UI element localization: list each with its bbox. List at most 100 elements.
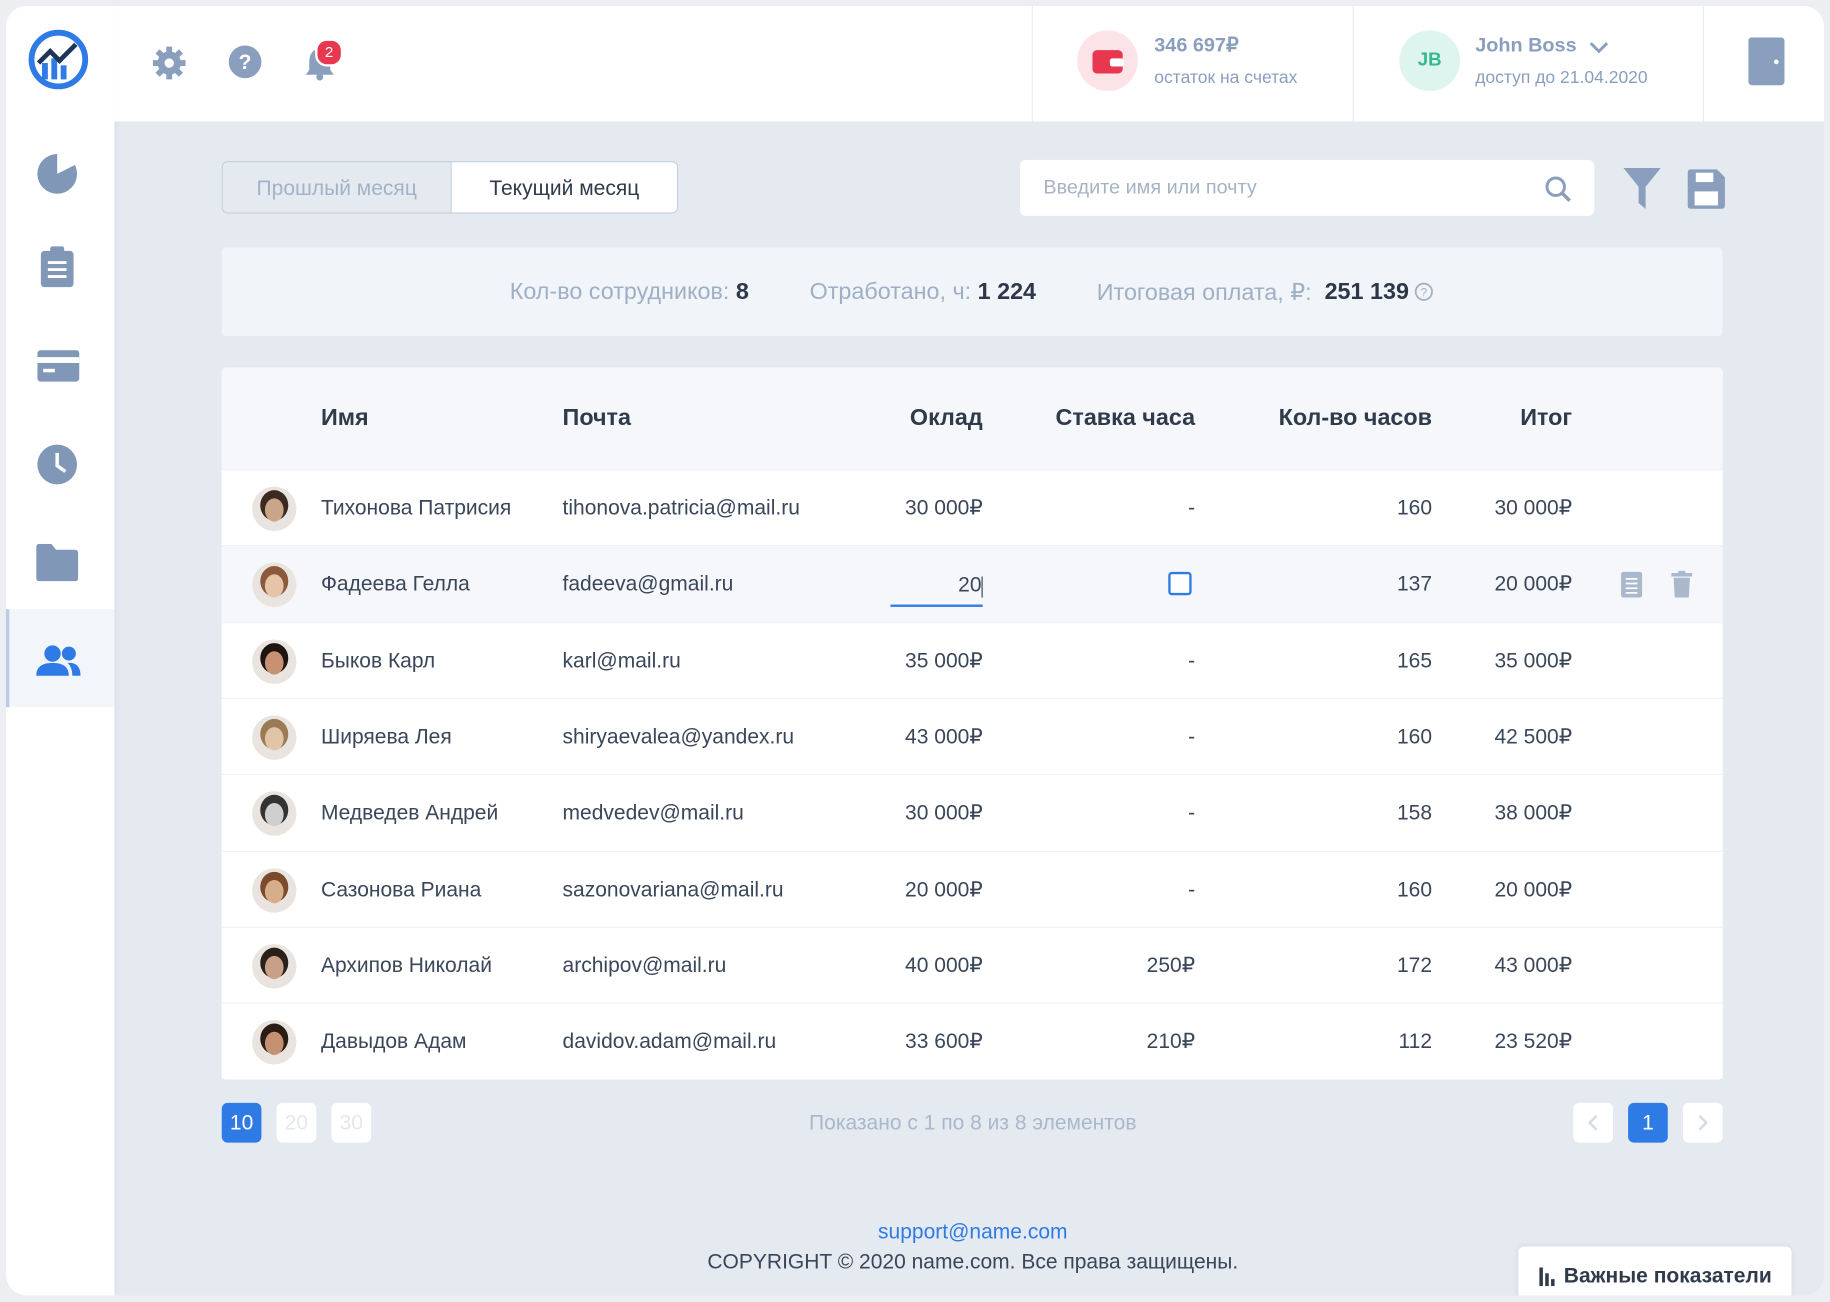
cell-salary: 33 600₽ [905, 1029, 983, 1053]
delete-icon[interactable] [1671, 571, 1693, 599]
cell-rate: - [1188, 877, 1196, 901]
cell-total: 30 000₽ [1494, 496, 1573, 520]
cell-salary: 30 000₽ [905, 496, 983, 520]
key-metrics-button[interactable]: Важные показатели [1518, 1246, 1792, 1296]
payments-icon[interactable] [37, 350, 80, 383]
table-row[interactable]: Сазонова Риана sazonovariana@mail.ru 20 00… [221, 850, 1723, 927]
cell-total: 20 000₽ [1494, 572, 1573, 596]
settings-icon[interactable] [152, 46, 187, 81]
user-avatar: JB [1399, 30, 1461, 92]
table-row[interactable]: Тихонова Патрисия tihonova.patricia@mail.… [221, 469, 1723, 546]
cell-salary: 20 000₽ [905, 877, 983, 901]
cell-rate: 210₽ [1146, 1029, 1196, 1053]
filter-icon[interactable] [1623, 168, 1661, 210]
delete-handle [1678, 571, 1686, 575]
search-placeholder: Введите имя или почту [1043, 176, 1257, 199]
avatar-face [264, 879, 284, 903]
cell-email[interactable]: fadeeva@gmail.ru [562, 572, 734, 596]
balance-caption: остаток на счетах [1154, 67, 1298, 88]
cell-name: Сазонова Риана [320, 877, 482, 901]
current-page[interactable]: 1 [1628, 1102, 1668, 1143]
notification-badge: 2 [315, 38, 344, 67]
details-icon[interactable] [1620, 571, 1643, 599]
prev-page[interactable] [1573, 1102, 1613, 1143]
dashboard-icon[interactable] [36, 153, 78, 195]
search-icon[interactable] [1544, 175, 1572, 203]
avatar [252, 867, 297, 913]
key-metrics-label: Важные показатели [1563, 1263, 1772, 1287]
save-icon[interactable] [1687, 169, 1725, 209]
cell-email[interactable]: shiryaevalea@yandex.ru [562, 724, 795, 748]
cell-total: 35 000₽ [1494, 648, 1573, 672]
column-header[interactable]: Кол-во часов [1278, 404, 1433, 431]
cell-name: Ширяева Лея [320, 724, 452, 748]
cell-email[interactable]: archipov@mail.ru [562, 953, 727, 977]
search-box[interactable]: Введите имя или почту [1020, 159, 1595, 216]
cell-salary: 35 000₽ [905, 648, 983, 672]
avatar-face [264, 498, 284, 522]
help-icon[interactable]: ? [228, 44, 263, 79]
avatar [252, 486, 297, 532]
next-page[interactable] [1682, 1102, 1723, 1143]
column-header: Имя [320, 404, 369, 431]
avatar [252, 791, 297, 836]
logo[interactable] [27, 28, 90, 91]
frame: ? 2 346 697₽ остаток на счетах JB John B… [5, 5, 1825, 1296]
cell-rate: - [1188, 724, 1196, 748]
page-size[interactable]: 20 [276, 1102, 317, 1143]
avatar-face [264, 574, 284, 598]
user-name[interactable]: John Boss [1475, 33, 1577, 57]
table-row[interactable]: Архипов Николай archipov@mail.ru 40 000₽ 25… [221, 926, 1723, 1003]
cell-salary: 30 000₽ [905, 800, 983, 825]
support-link[interactable]: support@name.com [878, 1219, 1068, 1243]
cell-hours: 165 [1396, 648, 1433, 672]
summary-value: 251 139 [1324, 278, 1409, 305]
column-header[interactable]: Оклад [909, 404, 983, 431]
page-size[interactable]: 30 [331, 1102, 372, 1143]
summary-value: 8 [735, 278, 749, 305]
cell-total: 38 000₽ [1494, 800, 1573, 825]
avatar [252, 715, 297, 760]
period-tab[interactable]: Прошлый месяц [221, 161, 452, 214]
cell-name: Быков Карл [320, 648, 436, 672]
cell-name: Архипов Николай [320, 953, 492, 977]
summary-value: 1 224 [977, 278, 1037, 305]
cell-rate: - [1188, 800, 1196, 825]
cell-email[interactable]: karl@mail.ru [562, 648, 681, 672]
cell-email[interactable]: tihonova.patricia@mail.ru [562, 496, 800, 520]
table-row[interactable]: Ширяева Лея shiryaevalea@yandex.ru 43 000₽… [221, 697, 1723, 774]
cell-email[interactable]: medvedev@mail.ru [562, 800, 744, 825]
time-icon[interactable] [36, 443, 78, 485]
table-row[interactable]: Быков Карл karl@mail.ru 35 000₽ - 165 35 000₽ [221, 621, 1723, 698]
documents-icon[interactable] [36, 543, 79, 582]
summary-label: Итоговая оплата, ₽: [1096, 279, 1312, 306]
table-row[interactable]: Медведев Андрей medvedev@mail.ru 30 000₽ - 1… [221, 773, 1723, 851]
employees-icon[interactable] [36, 644, 81, 677]
copyright: COPYRIGHT © 2020 name.com. Все права защ… [707, 1249, 1239, 1274]
text-caret [981, 576, 983, 598]
logout-icon[interactable] [1748, 37, 1785, 86]
user-menu-chevron[interactable] [1588, 41, 1609, 55]
period-tab-active[interactable]: Текущий месяц [450, 161, 679, 214]
summary-label: Кол-во сотрудников: [509, 278, 730, 305]
column-header[interactable]: Ставка часа [1055, 404, 1196, 431]
table-row[interactable]: Давыдов Адам davidov.adam@mail.ru 33 600₽ 2… [221, 1002, 1723, 1079]
salary-input[interactable]: 20 [890, 547, 983, 608]
page-size-active[interactable]: 10 [221, 1102, 262, 1143]
header: ? 2 346 697₽ остаток на счетах JB John B… [114, 5, 1825, 122]
info-icon[interactable]: ? [1414, 281, 1435, 302]
cell-email[interactable]: davidov.adam@mail.ru [562, 1029, 777, 1053]
tasks-icon[interactable] [40, 246, 75, 288]
svg-text:?: ? [239, 51, 252, 74]
cell-name: Медведев Андрей [320, 800, 499, 825]
avatar-face [264, 726, 284, 751]
active-nav-item [5, 609, 115, 708]
delete-lid [1671, 573, 1693, 577]
rate-checkbox[interactable] [1168, 572, 1192, 596]
column-header[interactable]: Итог [1520, 404, 1573, 431]
table-row[interactable]: Фадеева Гелла fadeeva@gmail.ru 20 137 20 000… [221, 545, 1723, 622]
cell-email[interactable]: sazonovariana@mail.ru [562, 877, 784, 901]
input-value: 20 [958, 573, 982, 597]
